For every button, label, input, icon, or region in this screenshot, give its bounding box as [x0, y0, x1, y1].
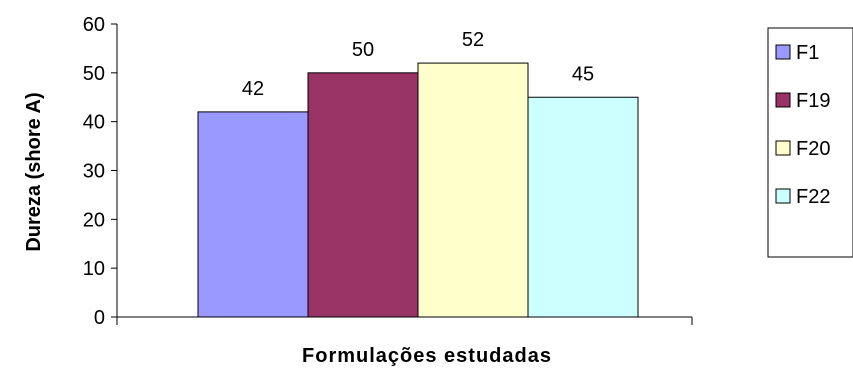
legend-swatch-f20 — [775, 140, 791, 156]
data-label-f22: 45 — [572, 63, 594, 85]
legend-label-f22: F22 — [796, 186, 830, 208]
bar-f19 — [307, 72, 419, 318]
bars — [197, 62, 639, 318]
bar-f1 — [197, 111, 309, 318]
y-tick-label: 0 — [94, 307, 105, 329]
data-labels: 42 50 52 45 — [242, 29, 594, 100]
y-tick-label: 40 — [83, 112, 105, 134]
bar-f22 — [527, 96, 639, 318]
legend-label-f1: F1 — [796, 42, 819, 64]
y-tick-label: 60 — [83, 14, 105, 36]
y-tick-label: 30 — [83, 161, 105, 183]
y-axis-title: Dureza (shore A) — [23, 92, 45, 251]
bar-f20 — [417, 62, 529, 318]
x-axis-ticks — [116, 317, 693, 325]
data-label-f20: 52 — [462, 29, 484, 51]
y-tick-label: 20 — [83, 209, 105, 231]
legend-swatch-f22 — [775, 188, 791, 204]
y-axis-ticks: 0 10 20 30 40 50 60 — [83, 14, 117, 329]
y-tick-label: 50 — [83, 63, 105, 85]
legend-label-f19: F19 — [796, 90, 830, 112]
legend-swatch-f1 — [775, 44, 791, 60]
y-tick-label: 10 — [83, 258, 105, 280]
data-label-f19: 50 — [352, 39, 374, 61]
x-axis-title: Formulações estudadas — [302, 345, 552, 367]
legend-swatch-f19 — [775, 92, 791, 108]
legend-label-f20: F20 — [796, 138, 830, 160]
data-label-f1: 42 — [242, 78, 264, 100]
legend: F1 F19 F20 F22 — [767, 27, 853, 258]
